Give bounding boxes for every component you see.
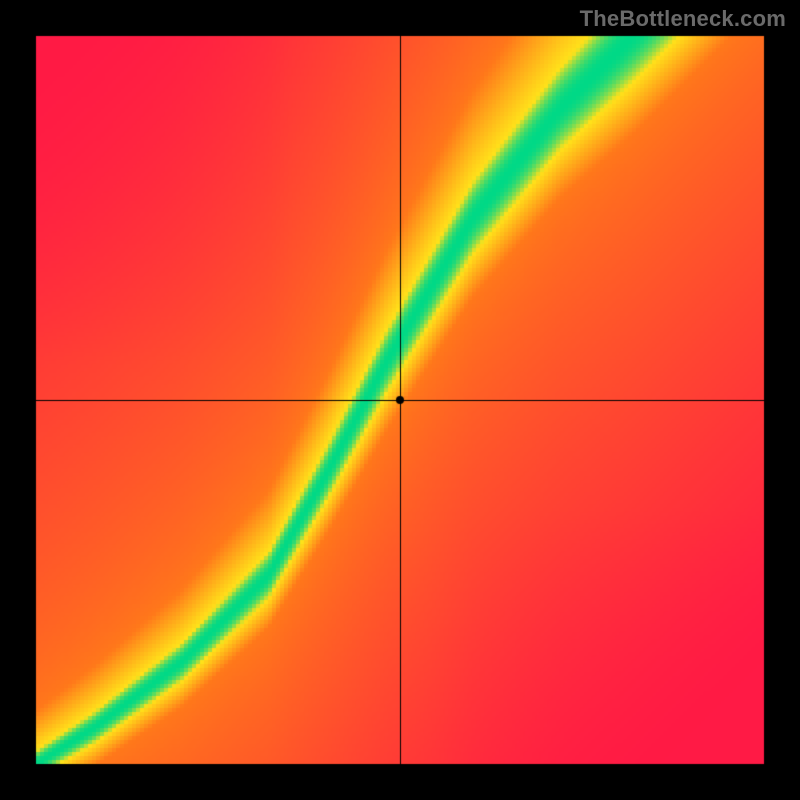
watermark-text: TheBottleneck.com (580, 6, 786, 32)
chart-container: TheBottleneck.com (0, 0, 800, 800)
heatmap-canvas (0, 0, 800, 800)
